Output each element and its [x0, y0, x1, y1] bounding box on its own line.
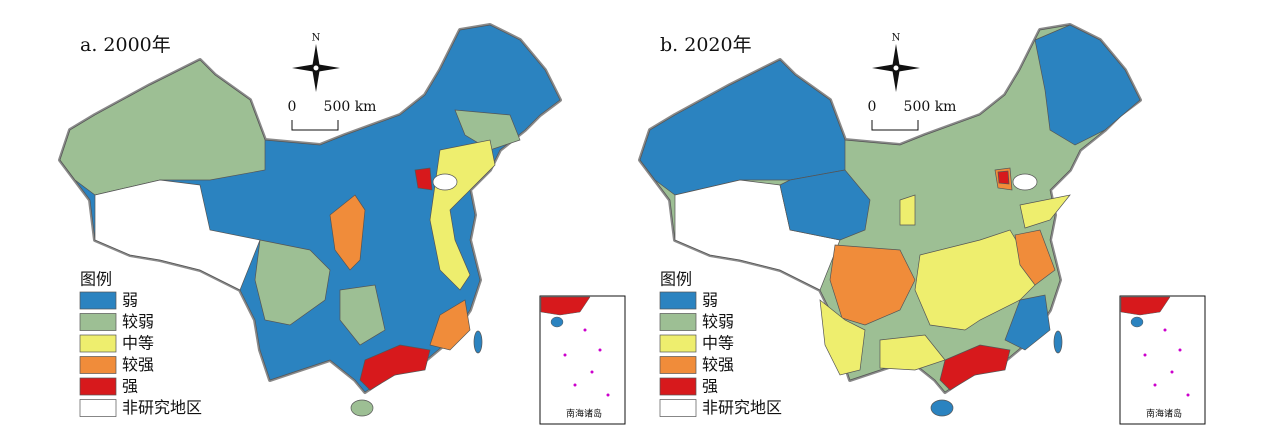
- inset-land: [1120, 296, 1171, 316]
- inset-islets: [1163, 328, 1167, 332]
- legend-label: 弱: [702, 291, 718, 310]
- inset-islets: [598, 348, 602, 352]
- inset-label: 南海诸岛: [1146, 408, 1182, 420]
- scale-label: 0: [868, 99, 877, 115]
- scale-bar: [871, 120, 919, 131]
- legend-swatch: [79, 313, 117, 331]
- region: [997, 170, 1010, 185]
- region: [1053, 330, 1063, 354]
- inset-island: [1130, 316, 1144, 328]
- region: [639, 59, 846, 196]
- inset-islets: [563, 353, 567, 357]
- map-panel: b. 2020年 N 0 500 km 图例弱较弱中等较强强非研究地区南海诸岛: [638, 23, 1206, 425]
- legend-label: 强: [122, 377, 138, 396]
- legend-swatch: [659, 399, 697, 417]
- legend-swatch: [79, 291, 117, 310]
- compass-label: N: [892, 33, 901, 44]
- legend-swatch: [659, 291, 697, 310]
- legend-swatch: [659, 356, 697, 374]
- inset-islets: [1186, 393, 1190, 397]
- inset-islets: [573, 383, 577, 387]
- region: [254, 239, 331, 326]
- region: [350, 399, 374, 417]
- inset-islets: [606, 393, 610, 397]
- legend-label: 较弱: [122, 312, 154, 331]
- region: [59, 59, 266, 196]
- legend-swatch: [79, 356, 117, 374]
- region: [779, 169, 871, 241]
- legend-swatch: [659, 334, 697, 353]
- region: [674, 179, 841, 291]
- region: [1004, 294, 1051, 351]
- region: [930, 399, 954, 417]
- region: [899, 194, 916, 226]
- bohai-sea: [1012, 173, 1038, 191]
- legend-label: 较强: [702, 355, 734, 374]
- inset-frame: [1119, 295, 1206, 425]
- inset-label: 南海诸岛: [566, 408, 602, 420]
- inset-islets: [1153, 383, 1157, 387]
- scale-label: 500 km: [904, 99, 957, 115]
- compass: [892, 64, 900, 72]
- map-panel: a. 2000年 N 0 500 km 图例弱较弱中等较强强非研究地区南海诸岛: [58, 23, 626, 425]
- region: [359, 344, 431, 391]
- compass: [312, 64, 320, 72]
- inset-islets: [590, 370, 594, 374]
- legend-swatch: [79, 377, 117, 396]
- legend-swatch: [659, 377, 697, 396]
- inset-land: [540, 296, 591, 316]
- legend-swatch: [79, 399, 117, 417]
- panel-title: a. 2000年: [80, 34, 171, 56]
- region: [454, 109, 521, 151]
- scale-bar: [291, 120, 339, 131]
- panel-title: b. 2020年: [660, 34, 752, 56]
- region: [819, 299, 866, 376]
- region: [829, 244, 916, 326]
- region: [914, 229, 1041, 331]
- compass-label: N: [312, 33, 321, 44]
- legend-label: 较弱: [702, 312, 734, 331]
- legend-label: 非研究地区: [122, 398, 202, 417]
- region: [879, 334, 946, 371]
- inset-islets: [583, 328, 587, 332]
- inset-frame: [539, 295, 626, 425]
- legend-swatch: [79, 334, 117, 353]
- legend-swatch: [659, 313, 697, 331]
- legend-title: 图例: [660, 270, 692, 289]
- region: [414, 167, 433, 191]
- inset-islets: [1178, 348, 1182, 352]
- region: [939, 344, 1011, 391]
- legend-label: 强: [702, 377, 718, 396]
- region: [1014, 229, 1056, 286]
- scale-label: 500 km: [324, 99, 377, 115]
- inset-islets: [1143, 353, 1147, 357]
- legend-label: 非研究地区: [702, 398, 782, 417]
- inset-islets: [1170, 370, 1174, 374]
- region: [339, 284, 386, 346]
- region: [429, 299, 471, 351]
- legend-label: 中等: [122, 334, 154, 353]
- legend-label: 中等: [702, 334, 734, 353]
- region: [473, 330, 483, 354]
- scale-label: 0: [288, 99, 297, 115]
- region: [94, 179, 261, 291]
- bohai-sea: [432, 173, 458, 191]
- inset-island: [550, 316, 564, 328]
- region: [329, 194, 366, 271]
- region: [1019, 194, 1071, 229]
- legend-label: 弱: [122, 291, 138, 310]
- region: [1034, 24, 1141, 146]
- legend-title: 图例: [80, 270, 112, 289]
- legend-label: 较强: [122, 355, 154, 374]
